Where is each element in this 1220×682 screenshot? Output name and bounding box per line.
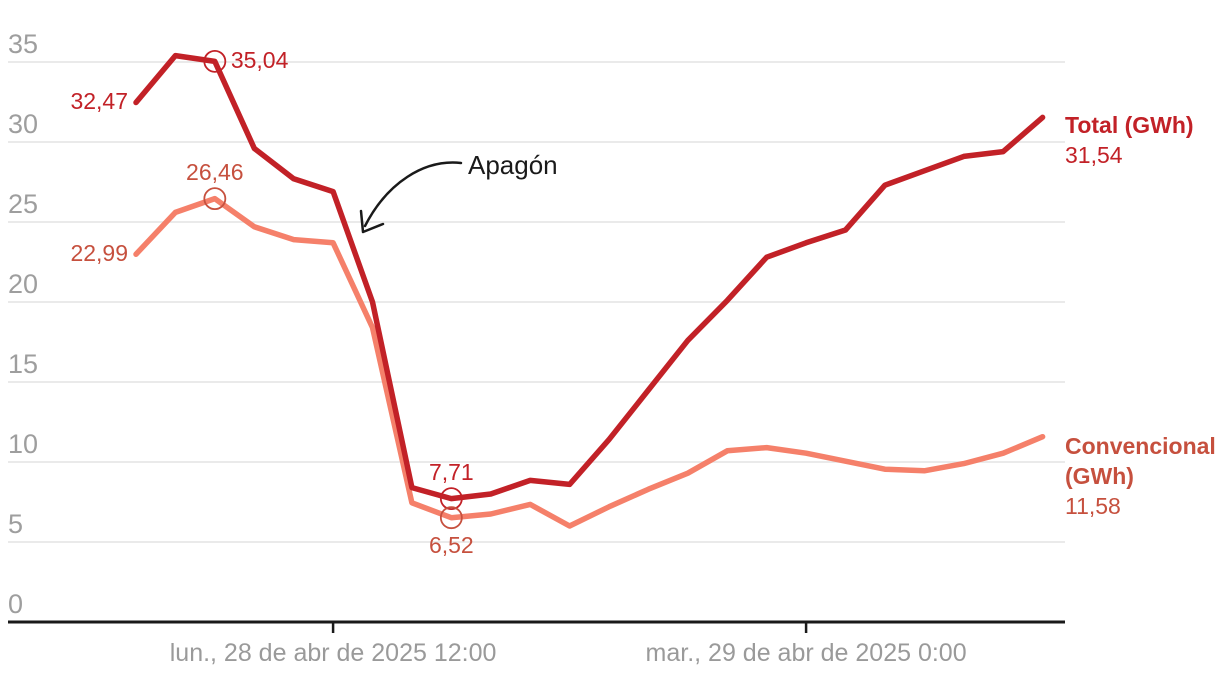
point-label-22,99: 22,99 (70, 240, 128, 267)
apagon-arrowhead (359, 209, 385, 234)
series-line-convencional[interactable] (133, 195, 1046, 529)
y-axis-label-0: 0 (8, 589, 24, 619)
series-line-total[interactable] (133, 52, 1046, 502)
marker-35,04[interactable] (203, 49, 227, 73)
y-axis-label-35: 35 (8, 29, 39, 59)
apagon-arrow (363, 161, 463, 228)
legend-convencional: Convencional (GWh) 11,58 (1065, 431, 1220, 521)
legend-convencional-value: 11,58 (1065, 493, 1121, 519)
marker-26,46[interactable] (203, 187, 227, 211)
point-label-6,52: 6,52 (428, 531, 474, 558)
annotation-apagon-label: Apagón (468, 150, 558, 180)
x-axis-label-1: mar., 29 de abr de 2025 0:00 (645, 639, 967, 667)
point-label-32,47: 32,47 (70, 88, 128, 115)
x-axis-label-0: lun., 28 de abr de 2025 12:00 (169, 639, 497, 667)
y-axis-label-20: 20 (8, 269, 39, 299)
legend-total-value: 31,54 (1065, 142, 1123, 168)
legend-total-name: Total (GWh) (1065, 112, 1194, 138)
point-label-26,46: 26,46 (186, 158, 244, 185)
marker-6,52[interactable] (439, 506, 463, 530)
marker-7,71[interactable] (439, 487, 463, 511)
point-label-7,71: 7,71 (428, 458, 474, 485)
legend-total: Total (GWh) 31,54 (1065, 110, 1220, 170)
point-label-35,04: 35,04 (230, 47, 289, 74)
legend-convencional-name: Convencional (GWh) (1065, 433, 1216, 489)
y-axis-label-15: 15 (8, 349, 39, 379)
y-axis-label-10: 10 (8, 429, 39, 459)
y-axis-label-25: 25 (8, 189, 39, 219)
y-axis-label-5: 5 (8, 509, 24, 539)
y-axis-label-30: 30 (8, 109, 39, 139)
